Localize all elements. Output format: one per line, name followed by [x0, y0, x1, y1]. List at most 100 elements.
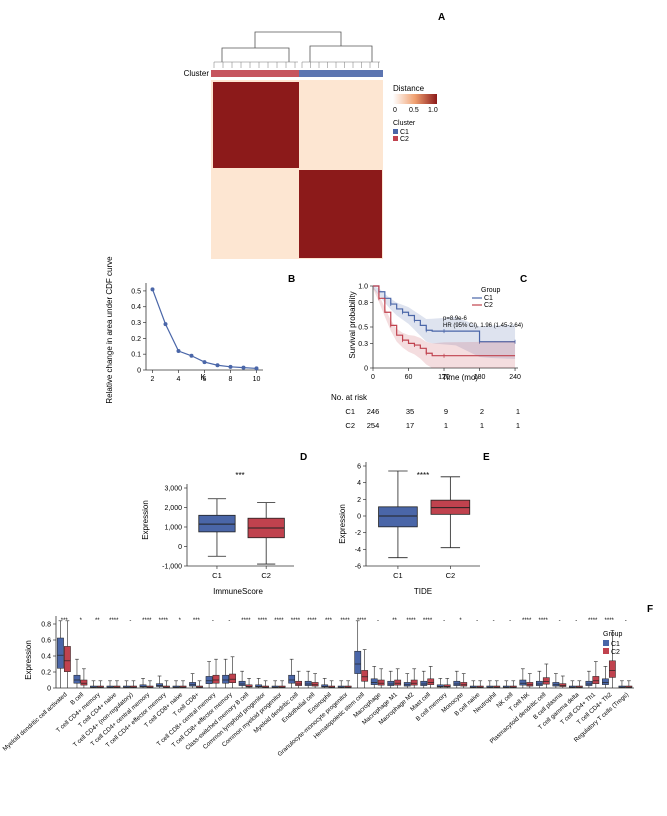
- panel-f-box-c1: [288, 674, 296, 684]
- risk-table-cell: 1: [516, 407, 520, 416]
- cdf-change-point: [189, 353, 194, 358]
- panel-f-box-c2: [311, 682, 319, 687]
- panel-b-xlabel: K: [200, 373, 206, 382]
- panel-f-significance: ****: [159, 618, 169, 624]
- dendrogram-root: [254, 31, 342, 42]
- panel-f-significance: -: [476, 618, 478, 624]
- cdf-change-point: [241, 365, 246, 370]
- cdf-change-point: [215, 363, 220, 368]
- cdf-change-line: [151, 289, 257, 370]
- panel-f-significance: *: [80, 618, 83, 624]
- cluster-bar-c1: [299, 70, 383, 77]
- panel-d-ytick-label: 1,000: [164, 525, 182, 532]
- immunescore-boxplot: -1,000 0 1,000 2,000 3,000 C1 C2: [162, 484, 294, 580]
- panel-e-ylabel: Expression: [338, 504, 347, 544]
- panel-f-box-c2: [410, 679, 418, 686]
- dendrogram-branch-c2: [221, 47, 290, 62]
- risk-table-cell: 35: [406, 407, 414, 416]
- panel-f-box-c1: [370, 678, 378, 685]
- panel-c-letter: C: [520, 274, 527, 285]
- panel-f-box-c1: [222, 674, 229, 684]
- risk-table-cell: 246: [367, 407, 380, 416]
- panel-f-box-c2: [394, 679, 402, 686]
- panel-f-significance: ****: [307, 618, 317, 624]
- panel-b-ytick-label: 0.2: [131, 336, 141, 343]
- panel-f-box-c2: [526, 682, 534, 687]
- panel-f-significance: ****: [142, 618, 152, 624]
- panel-f-significance: ****: [538, 618, 548, 624]
- survival-legend-title: Group: [481, 287, 501, 294]
- panel-f-box-c1: [189, 682, 196, 687]
- panel-e-xtick-label: C1: [393, 571, 403, 580]
- panel-e-letter: E: [483, 452, 490, 463]
- panel-f-box-c1: [585, 680, 593, 686]
- panel-e-ytick-label: 0: [357, 514, 361, 521]
- panel-f-box-c1: [139, 684, 147, 688]
- panel-c: C 0 0.3 0.5 0.8 1.0 0 60 120 180 240 Survival pro…: [331, 274, 527, 430]
- panel-e-ytick-label: 4: [357, 480, 361, 487]
- distance-colorbar: [393, 94, 437, 104]
- cluster-legend-c1: C1: [400, 129, 409, 136]
- panel-b-ytick-label: 0.4: [131, 304, 141, 311]
- panel-f-box-c1: [602, 678, 609, 685]
- panel-e-ytick-label: -4: [355, 547, 361, 554]
- panel-f-box-c2: [295, 680, 302, 686]
- distance-legend-title: Distance: [393, 84, 425, 93]
- panel-f-significance: *: [179, 618, 182, 624]
- panel-b-xtick-label: 4: [177, 376, 181, 383]
- panel-e-ytick-label: -6: [355, 564, 361, 571]
- panel-d-significance: ***: [235, 471, 244, 480]
- panel-c-ytick-label: 0.5: [358, 325, 368, 332]
- heatmap-block-c1: [299, 170, 382, 258]
- immune-cell-boxplot: 00.20.40.60.8***Myeloid dendritic cell a…: [2, 616, 634, 758]
- panel-f-significance: -: [559, 618, 561, 624]
- panel-f-ytick-label: 0.6: [41, 638, 51, 645]
- panel-f-box-c2: [64, 646, 71, 672]
- panel-f-box-c2: [608, 660, 616, 678]
- panel-f-legend-c1: C1: [611, 641, 620, 648]
- risk-table-cell: 254: [367, 421, 380, 430]
- dendrogram-branch-c1: [309, 45, 373, 62]
- tide-boxplot: -6 -4 -2 0 2 4 6 C1 C2: [355, 462, 480, 580]
- panel-b-ytick-label: 0.5: [131, 288, 141, 295]
- cluster-legend-swatch-c2: [393, 136, 398, 141]
- panel-d-ytick-label: 3,000: [164, 486, 182, 493]
- panel-f-significance: ****: [291, 618, 301, 624]
- cdf-change-point: [228, 364, 233, 369]
- panel-c-ylabel: Survival probability: [348, 291, 357, 358]
- panel-d-ylabel: Expression: [141, 500, 150, 540]
- panel-f-xtick-label: Myeloid dendritic cell activated: [2, 691, 69, 753]
- panel-f-significance: -: [377, 618, 379, 624]
- cluster-legend-title: Cluster: [393, 120, 416, 127]
- panel-f-box-c2: [245, 684, 253, 688]
- cluster-dendrogram: [213, 31, 380, 68]
- panel-f-significance: -: [625, 618, 627, 624]
- panel-d-ytick-label: 2,000: [164, 505, 182, 512]
- panel-f-letter: F: [647, 604, 653, 615]
- panel-f-box-c1: [321, 684, 329, 688]
- cdf-change-point: [150, 287, 155, 292]
- dendrogram-links: [254, 42, 342, 48]
- panel-f-significance: ****: [274, 618, 284, 624]
- panel-f-significance: -: [575, 618, 577, 624]
- panel-f-significance: -: [493, 618, 495, 624]
- panel-f-significance: *: [459, 618, 462, 624]
- panel-f-box-c1: [387, 680, 395, 686]
- panel-f-box-c2: [80, 679, 88, 686]
- panel-c-ytick-label: 0.3: [358, 341, 368, 348]
- survival-ci-c2: [373, 286, 516, 368]
- panel-b-xtick-label: 10: [253, 376, 261, 383]
- panel-f-box-c2: [443, 684, 451, 688]
- panel-c-ytick-label: 1.0: [358, 284, 368, 291]
- panel-a-letter: A: [438, 12, 445, 23]
- panel-f-significance: ****: [588, 618, 598, 624]
- panel-f-box-c2: [427, 678, 435, 685]
- risk-table-cell: 1: [516, 421, 520, 430]
- panel-e: E -6 -4 -2 0 2 4 6 C1 C2 Expression TIDE ****: [338, 452, 490, 596]
- panel-f-box-c1: [552, 682, 560, 687]
- survival-hr: HR (95% CI), 1.96 (1.45-2.64): [443, 323, 523, 329]
- survival-curve-c1: [373, 285, 516, 343]
- panel-f-significance: **: [392, 618, 397, 624]
- cdf-change-point: [202, 360, 207, 365]
